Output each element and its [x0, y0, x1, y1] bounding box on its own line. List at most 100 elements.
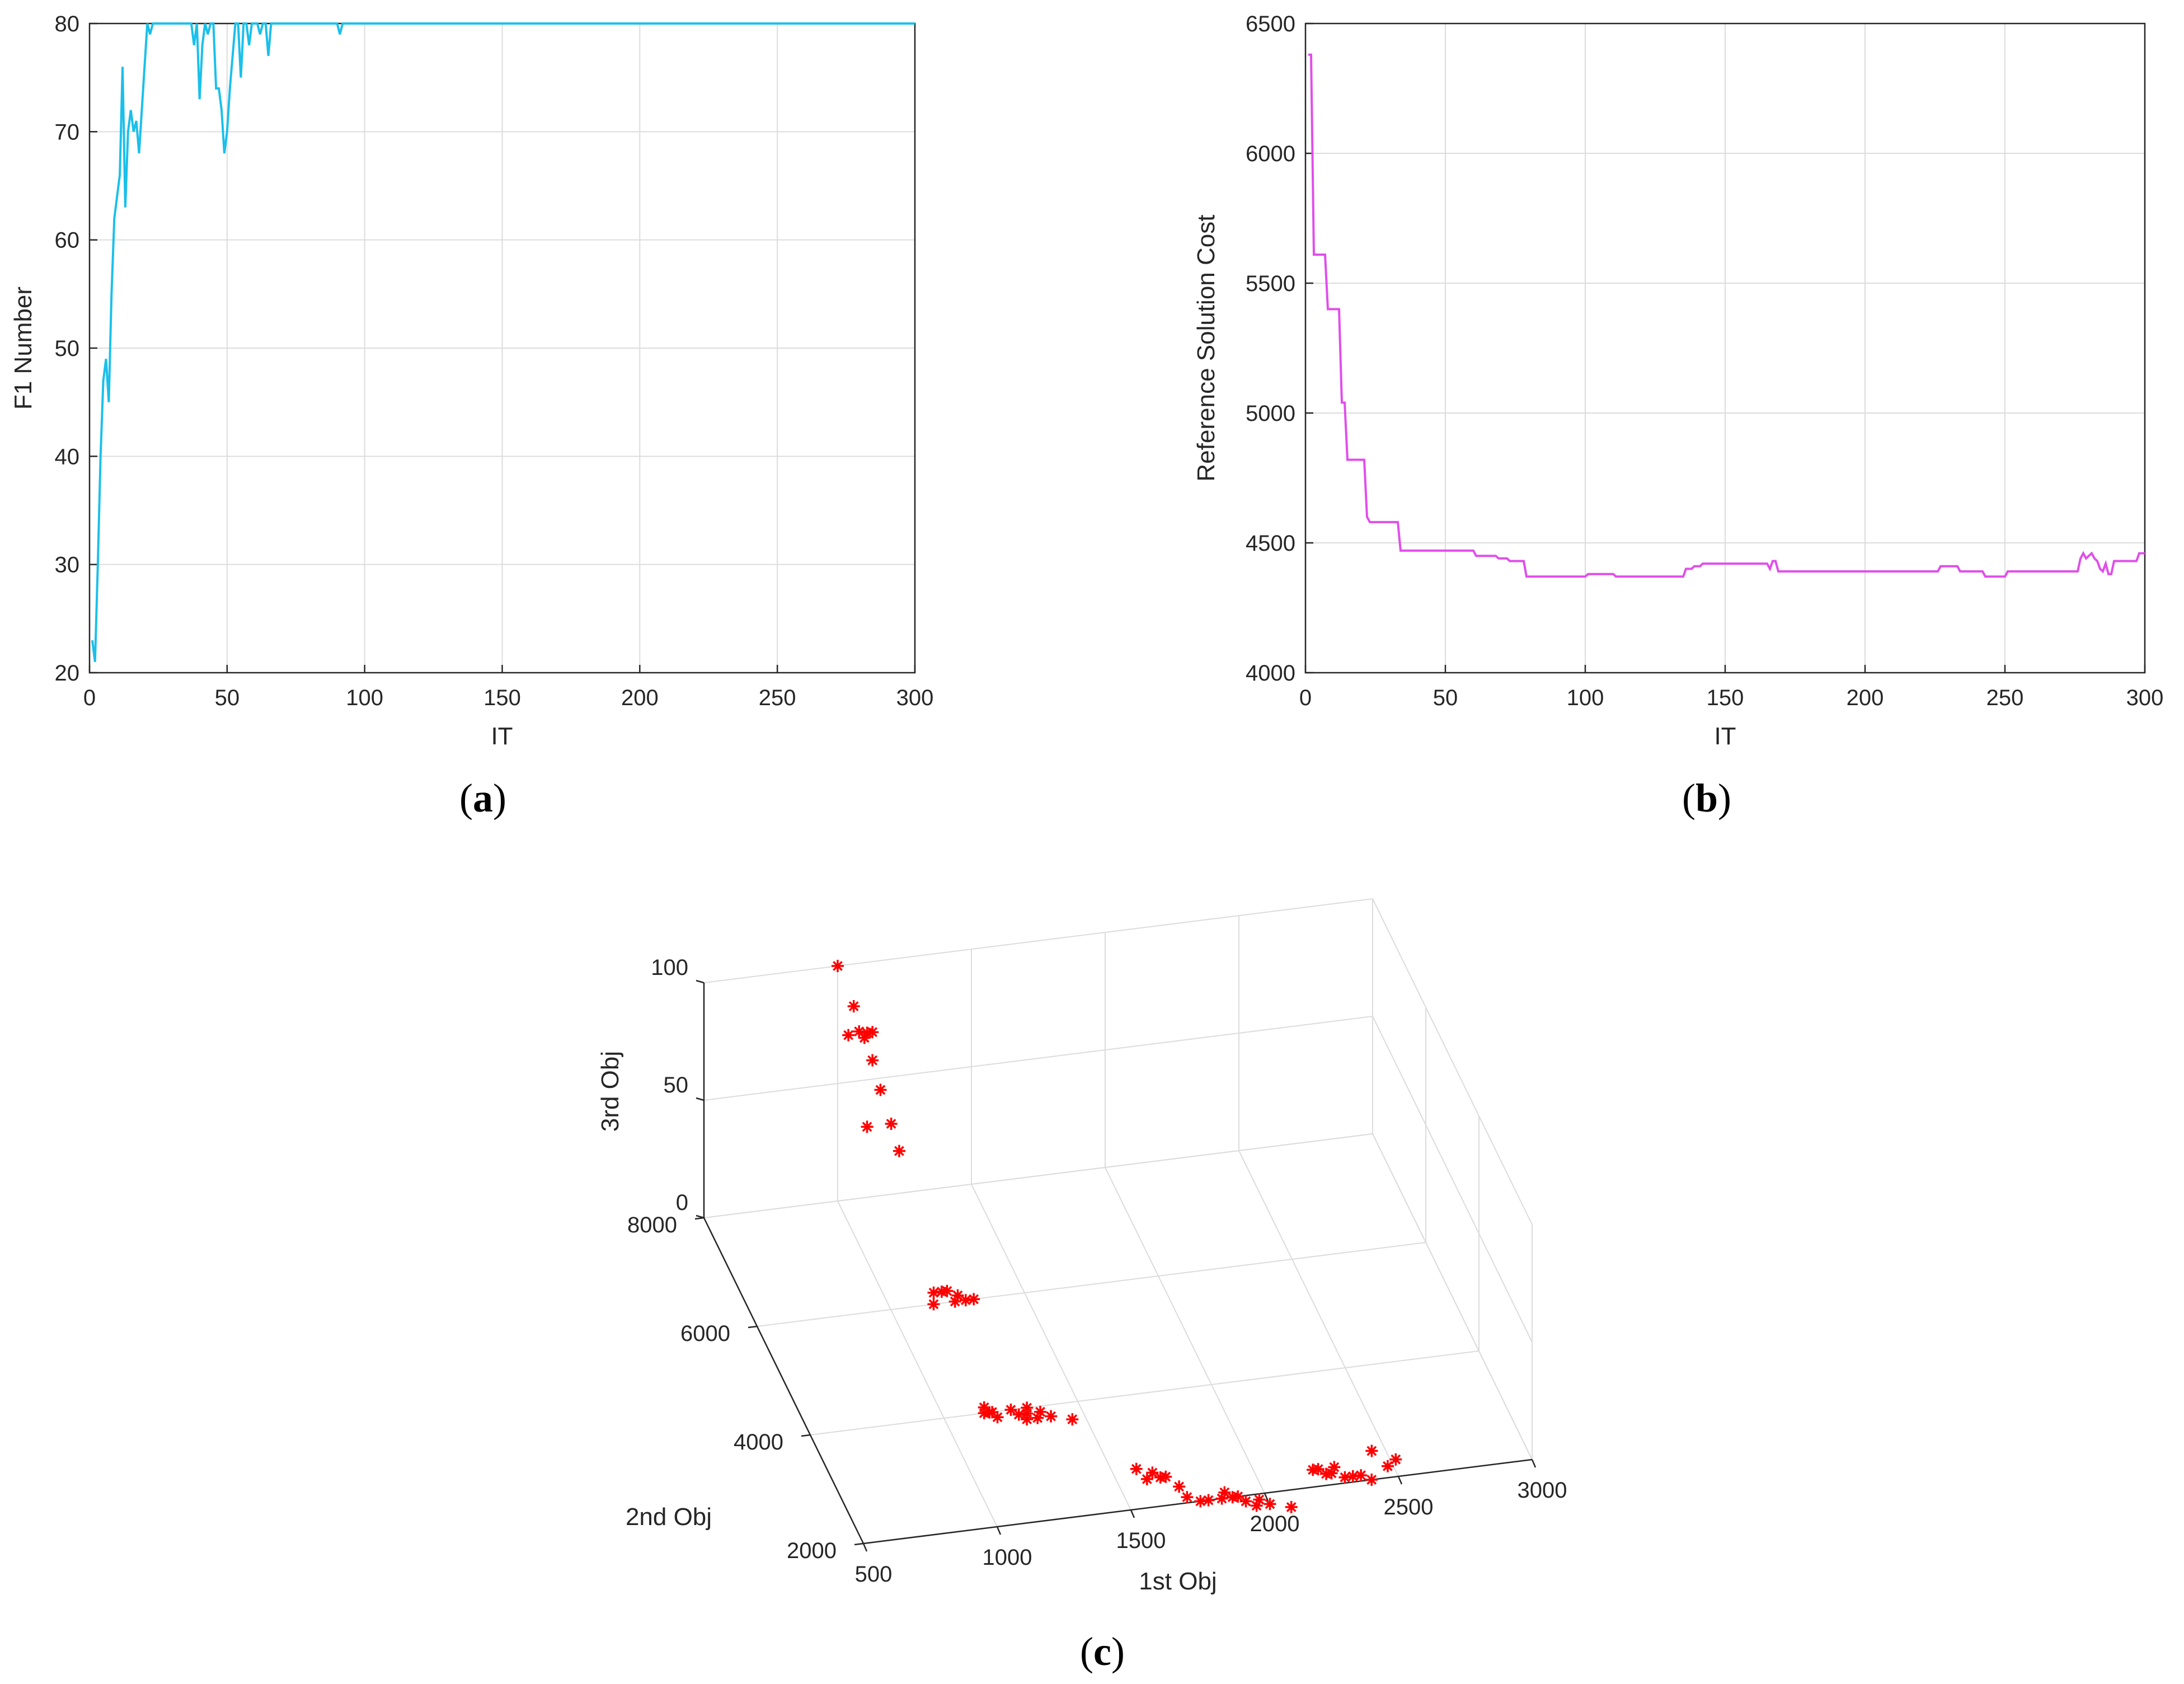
c-scatter-point — [986, 1406, 999, 1419]
b-x-tick-label: 100 — [1567, 686, 1604, 710]
a-x-tick-label: 100 — [346, 686, 383, 710]
b-x-tick-label: 300 — [2126, 686, 2164, 710]
b-x-tick-label: 0 — [1299, 686, 1312, 710]
panel-c-tick-labels: 500 1000 1500 2000 2500 3000 2000 4000 6000 80000… — [627, 955, 1567, 1587]
a-x-tick-label: 200 — [621, 686, 659, 710]
b-y-tick-label: 4500 — [1246, 531, 1295, 556]
panel-a-grid — [88, 22, 916, 674]
c-scatter-point — [1346, 1470, 1359, 1483]
c-scatter-point — [967, 1293, 980, 1306]
c-y-tick-label: 6000 — [680, 1321, 730, 1346]
c-y-tick-mark — [854, 1542, 864, 1546]
panel-a-letter-text: a — [473, 776, 493, 820]
c-back-z-gridline — [703, 898, 1373, 983]
c-side-z-gridline — [1372, 1133, 1533, 1460]
c-scatter-point — [1285, 1500, 1298, 1513]
c-floor-x-gridline — [971, 1184, 1131, 1511]
panel-a-letter: (a) — [459, 776, 506, 820]
c-scatter-point — [991, 1411, 1004, 1424]
c-floor-x-gridline — [837, 1200, 998, 1527]
c-y-tick-mark — [801, 1434, 811, 1437]
c-x-tick-mark — [1397, 1476, 1403, 1485]
c-scatter-point — [893, 1144, 905, 1157]
c-floor-x-gridline — [1238, 1150, 1399, 1477]
c-z-tick-mark — [696, 1214, 704, 1219]
a-x-tick-label: 300 — [896, 686, 934, 710]
a-x-tick-label: 50 — [215, 686, 240, 710]
c-scatter-point — [1159, 1470, 1172, 1483]
c-y-tick-label: 4000 — [734, 1430, 783, 1455]
c-y-tick-mark — [748, 1325, 758, 1329]
c-scatter-point — [1250, 1499, 1263, 1512]
a-x-tick-label: 150 — [483, 686, 521, 710]
c-scatter-point — [1173, 1480, 1186, 1493]
c-floor-y-gridline — [810, 1350, 1480, 1436]
c-scatter-point — [1338, 1471, 1351, 1484]
c-scatter-point — [1264, 1498, 1276, 1511]
c-scatter-point — [1202, 1494, 1215, 1507]
panel-b-tick-labels: 0 50 100 150 200 250 300 4000 4500 5000 5500 6000 65… — [1246, 12, 2163, 710]
c-back-z-gridline — [703, 1133, 1373, 1218]
c-x-tick-mark — [1264, 1493, 1269, 1502]
c-scatter-point — [1021, 1401, 1034, 1414]
panel-a-y-label: F1 Number — [10, 287, 37, 410]
c-scatter-point — [1365, 1474, 1378, 1486]
c-scatter-point — [842, 1029, 855, 1042]
panel-c-z-label: 3rd Obj — [597, 1051, 624, 1132]
a-y-tick-label: 60 — [55, 228, 80, 253]
c-scatter-point — [1034, 1405, 1047, 1418]
c-scatter-point — [853, 1025, 866, 1038]
b-x-tick-label: 200 — [1847, 686, 1884, 710]
panel-b-series-line — [1308, 53, 2145, 578]
b-y-tick-label: 4000 — [1246, 661, 1295, 686]
panel-a-series-line — [91, 22, 915, 662]
c-scatter-point — [927, 1298, 940, 1311]
c-scatter-point — [1066, 1413, 1079, 1426]
a-y-tick-label: 30 — [55, 553, 80, 578]
c-scatter-point — [1031, 1411, 1044, 1424]
c-scatter-point — [874, 1083, 887, 1096]
c-scatter-point — [941, 1284, 954, 1297]
a-y-tick-label: 70 — [55, 120, 80, 144]
c-x-tick-mark — [862, 1543, 868, 1552]
c-scatter-point — [1004, 1404, 1017, 1416]
c-scatter-point — [1365, 1444, 1378, 1457]
c-x-tick-mark — [1531, 1459, 1537, 1468]
c-scatter-point — [1381, 1460, 1394, 1472]
c-scatter-point — [951, 1289, 964, 1302]
c-scatter-point — [1218, 1486, 1231, 1499]
c-scatter-point — [1232, 1490, 1244, 1503]
a-y-tick-label: 80 — [55, 12, 80, 36]
panel-c-x-label: 1st Obj — [1139, 1568, 1217, 1595]
c-scatter-point — [1140, 1472, 1153, 1485]
c-scatter-point — [832, 960, 844, 972]
b-x-tick-label: 250 — [1986, 686, 2024, 710]
c-z-tick-mark — [696, 1097, 704, 1101]
c-scatter-point — [1355, 1469, 1368, 1482]
a-x-tick-label: 250 — [759, 686, 796, 710]
panel-b-axes-frame — [1304, 22, 2146, 674]
c-z-tick-label: 0 — [676, 1190, 688, 1215]
c-x-tick-label: 2000 — [1250, 1512, 1300, 1536]
b-y-tick-label: 5000 — [1246, 401, 1295, 426]
c-scatter-point — [1253, 1493, 1266, 1506]
c-scatter-point — [1194, 1495, 1207, 1508]
c-scatter-point — [1325, 1467, 1338, 1480]
panel-b-grid — [1304, 22, 2146, 674]
c-scatter-point — [1389, 1453, 1402, 1466]
panel-c-axes — [694, 979, 1537, 1552]
panel-c-grid — [703, 898, 1533, 1544]
panel-b-letter-text: b — [1695, 776, 1718, 820]
c-scatter-point — [866, 1054, 879, 1067]
c-scatter-point — [1312, 1463, 1325, 1476]
panel-b-x-label: IT — [1714, 723, 1736, 750]
c-x-tick-mark — [1130, 1509, 1135, 1518]
b-x-tick-label: 150 — [1707, 686, 1744, 710]
c-scatter-point — [885, 1118, 898, 1130]
c-scatter-point — [978, 1401, 990, 1414]
a-x-tick-label: 0 — [83, 686, 96, 710]
a-y-tick-label: 40 — [55, 444, 80, 469]
b-x-tick-label: 50 — [1433, 686, 1458, 710]
c-y-axis-line — [703, 1217, 865, 1544]
